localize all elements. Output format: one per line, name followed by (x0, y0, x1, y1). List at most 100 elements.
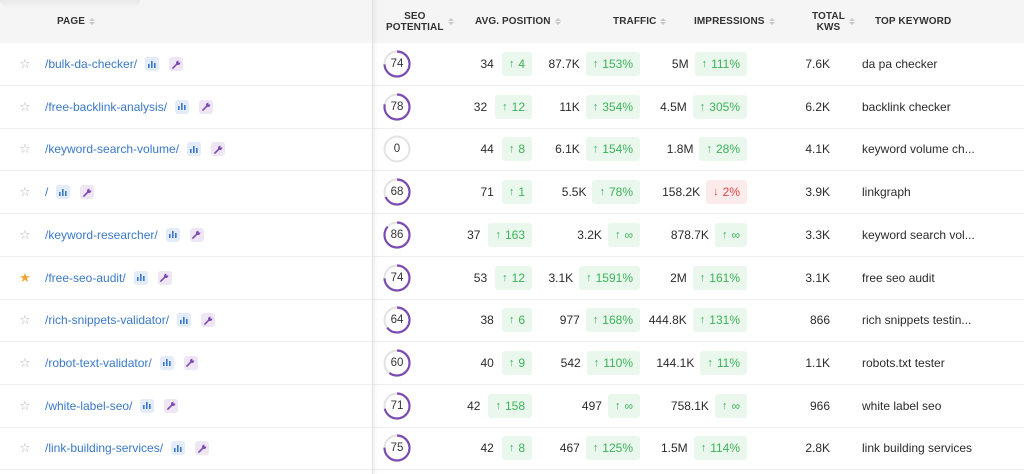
table-row[interactable]: ☆ /robot-text-validator/ 60 40 ↑ 9 542 ↑ 110… (0, 342, 1024, 385)
page-link[interactable]: /rich-snippets-validator/ (45, 313, 170, 328)
total-kws-value: 7.6K (805, 57, 830, 71)
sort-icon[interactable] (554, 18, 561, 25)
traffic-change-cell: 87.7K ↑ 153% (520, 43, 640, 85)
page-cell: /robot-text-validator/ (45, 342, 198, 384)
wrench-icon[interactable] (169, 57, 184, 71)
bar-chart-icon[interactable] (133, 270, 148, 285)
page-link[interactable]: /free-backlink-analysis/ (45, 99, 168, 114)
traffic-value: 467 (559, 441, 580, 456)
table-row[interactable]: ☆ / 68 71 ↑ 1 5.5K ↑ 78% 158.2K ↓ 2% 3.9K link… (0, 171, 1024, 215)
position-change-cell: 42 ↑ 158 (420, 385, 532, 427)
sort-icon[interactable] (848, 18, 855, 25)
sort-icon[interactable] (660, 18, 667, 25)
wrench-icon[interactable] (164, 398, 179, 413)
wrench-icon[interactable] (183, 355, 198, 370)
bar-chart-icon[interactable] (140, 398, 155, 413)
page-link[interactable]: /free-seo-audit/ (45, 270, 126, 285)
wrench-icon[interactable] (189, 227, 204, 242)
favorite-star-icon[interactable]: ☆ (19, 440, 31, 456)
impressions-value: 144.1K (656, 355, 695, 370)
bar-chart-icon[interactable] (177, 313, 192, 328)
avg-position-value: 34 (480, 57, 494, 71)
table-row[interactable]: ☆ /keyword-search-volume/ 0 44 ↑ 8 6.1K ↑ 15… (0, 128, 1024, 172)
page-cell: /bulk-da-checker/ (45, 43, 184, 85)
arrow-up-icon: ↑ (614, 228, 621, 241)
sort-icon[interactable] (768, 18, 775, 25)
page-link[interactable]: /keyword-search-volume/ (45, 142, 180, 157)
traffic-change-badge: ↑ ∞ (607, 222, 640, 247)
table-row[interactable]: ☆ /link-building-services/ 75 42 ↑ 8 467 ↑ 1… (0, 427, 1024, 471)
wrench-icon[interactable] (80, 185, 95, 200)
impressions-change-cell: 758.1K ↑ ∞ (630, 385, 747, 427)
position-change-badge: ↑ 163 (488, 222, 532, 247)
wrench-icon[interactable] (201, 313, 216, 328)
impressions-change-badge: ↑ 161% (692, 265, 747, 290)
impressions-value: 1.8M (666, 142, 694, 157)
favorite-star-icon[interactable]: ☆ (19, 184, 31, 200)
arrow-up-icon: ↑ (721, 228, 728, 241)
column-header-total-kws[interactable]: TOTAL KWS (812, 0, 855, 43)
table-row[interactable]: ☆ /bulk-da-checker/ 74 34 ↑ 4 87.7K ↑ 153% 5… (0, 43, 1024, 86)
wrench-icon[interactable] (157, 270, 172, 285)
bar-chart-icon[interactable] (171, 441, 186, 456)
page-link[interactable]: /white-label-seo/ (45, 398, 133, 413)
table-row[interactable]: ★ /free-seo-audit/ 74 53 ↑ 12 3.1K ↑ 1591% 2… (0, 257, 1024, 300)
favorite-star-icon[interactable]: ☆ (19, 312, 31, 328)
favorite-star-filled-icon[interactable]: ★ (19, 269, 31, 285)
page-link[interactable]: / (45, 185, 49, 200)
avg-position-value: 53 (473, 270, 488, 285)
total-kws-value: 6.2K (805, 99, 830, 114)
seo-potential-value: 86 (390, 228, 404, 241)
page-link[interactable]: /bulk-da-checker/ (45, 57, 138, 71)
table-row[interactable]: ☆ /white-label-seo/ 71 42 ↑ 158 497 ↑ ∞ 758.… (0, 385, 1024, 428)
page-link[interactable]: /keyword-researcher/ (45, 227, 158, 242)
favorite-star-icon[interactable]: ☆ (19, 98, 31, 114)
arrow-up-icon: ↑ (592, 442, 599, 455)
favorite-star-icon[interactable]: ☆ (19, 56, 31, 71)
column-header-page[interactable]: PAGE (57, 0, 95, 43)
favorite-star-icon[interactable]: ☆ (19, 141, 31, 157)
column-header-impressions[interactable]: IMPRESSIONS (694, 0, 775, 43)
traffic-change-cell: 11K ↑ 354% (520, 86, 640, 128)
table-row[interactable]: ☆ /rich-snippets-validator/ 64 38 ↑ 6 977 ↑… (0, 299, 1024, 343)
table-row[interactable]: ☆ /free-backlink-analysis/ 78 32 ↑ 12 11K ↑… (0, 86, 1024, 129)
wrench-icon[interactable] (199, 99, 214, 114)
column-header-avg-position[interactable]: AVG. POSITION (475, 0, 561, 43)
column-header-seo-potential[interactable]: SEO POTENTIAL (386, 0, 454, 43)
impressions-change-badge: ↑ 28% (699, 137, 747, 162)
seo-potential-value: 0 (393, 143, 401, 156)
traffic-change-cell: 497 ↑ ∞ (520, 385, 640, 427)
sort-icon[interactable] (447, 18, 454, 25)
wrench-icon[interactable] (195, 441, 210, 456)
favorite-star-icon[interactable]: ☆ (19, 354, 31, 370)
arrow-down-icon: ↓ (713, 186, 719, 199)
arrow-up-icon: ↑ (495, 228, 501, 241)
traffic-value: 6.1K (555, 142, 580, 157)
bar-chart-icon[interactable] (175, 99, 190, 114)
bar-chart-icon[interactable] (159, 355, 174, 370)
favorite-star-icon[interactable]: ☆ (19, 397, 31, 413)
top-keyword-value: link building services (862, 441, 973, 456)
impressions-change-cell: 2M ↑ 161% (630, 257, 747, 299)
seo-potential-ring: 75 (383, 427, 411, 469)
position-change-cell: 53 ↑ 12 (420, 257, 532, 299)
bar-chart-icon[interactable] (165, 227, 180, 242)
bar-chart-icon[interactable] (56, 185, 71, 200)
table-row[interactable]: ☆ /keyword-researcher/ 86 37 ↑ 163 3.2K ↑ ∞ … (0, 214, 1024, 257)
wrench-icon[interactable] (211, 142, 226, 157)
sort-icon[interactable] (89, 18, 95, 25)
column-header-traffic[interactable]: TRAFFIC (613, 0, 667, 43)
impressions-change-cell: 144.1K ↑ 11% (630, 342, 747, 384)
bar-chart-icon[interactable] (145, 57, 160, 71)
page-link[interactable]: /robot-text-validator/ (45, 355, 152, 370)
seo-potential-ring: 78 (383, 86, 411, 128)
arrow-up-icon: ↑ (508, 186, 515, 199)
impressions-value: 1.5M (661, 441, 688, 456)
page-link[interactable]: /link-building-services/ (45, 441, 164, 456)
traffic-value: 3.1K (548, 270, 574, 285)
traffic-change-cell: 542 ↑ 110% (520, 342, 640, 384)
bar-chart-icon[interactable] (187, 142, 202, 157)
favorite-star-icon[interactable]: ☆ (19, 226, 31, 242)
seo-potential-value: 75 (390, 442, 404, 455)
impressions-change-cell: 878.7K ↑ ∞ (630, 214, 747, 256)
